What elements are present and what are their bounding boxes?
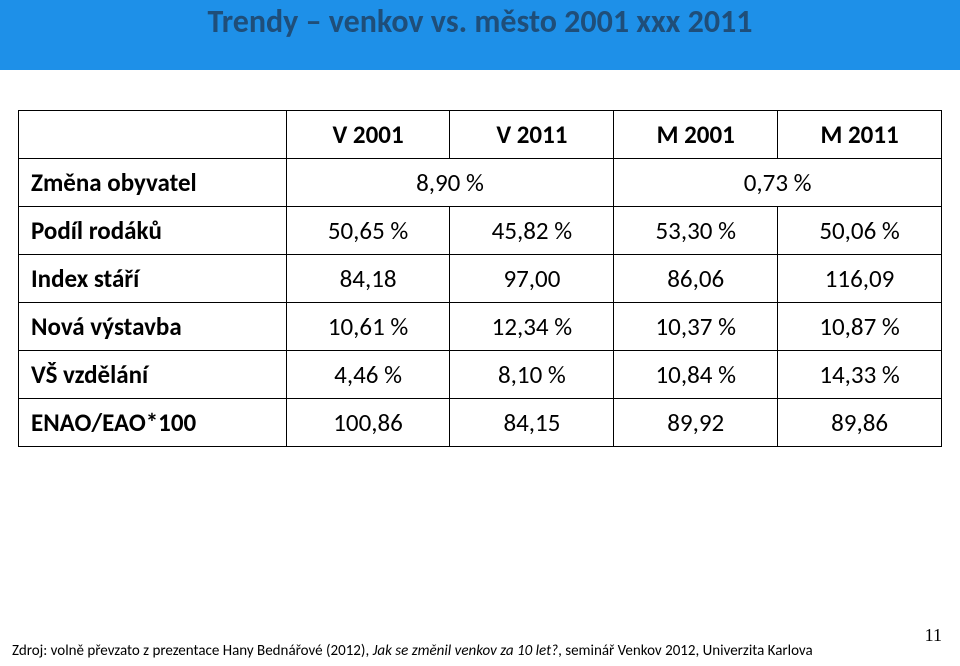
table-container: V 2001 V 2011 M 2001 M 2011 Změna obyvat… <box>0 70 960 447</box>
cell: 4,46 % <box>286 351 450 399</box>
cell: 86,06 <box>614 255 778 303</box>
cell: 10,84 % <box>614 351 778 399</box>
source-suffix: , seminář Venkov 2012, Univerzita Karlov… <box>558 642 813 660</box>
cell: 45,82 % <box>450 207 614 255</box>
cell: 84,18 <box>286 255 450 303</box>
header-m2011: M 2011 <box>778 111 942 159</box>
cell: 116,09 <box>778 255 942 303</box>
cell: 97,00 <box>450 255 614 303</box>
source-italic: Jak se změnil venkov za 10 let? <box>373 642 558 660</box>
data-table: V 2001 V 2011 M 2001 M 2011 Změna obyvat… <box>18 110 942 447</box>
cell: 8,10 % <box>450 351 614 399</box>
header-v2001: V 2001 <box>286 111 450 159</box>
header-v2011: V 2011 <box>450 111 614 159</box>
cell: 84,15 <box>450 399 614 447</box>
header-m2001: M 2001 <box>614 111 778 159</box>
row-label: VŠ vzdělání <box>19 351 287 399</box>
table-row: Podíl rodáků 50,65 % 45,82 % 53,30 % 50,… <box>19 207 942 255</box>
row-label: Podíl rodáků <box>19 207 287 255</box>
header-blank <box>19 111 287 159</box>
cell-v-merged: 8,90 % <box>286 159 614 207</box>
cell: 53,30 % <box>614 207 778 255</box>
cell: 89,86 <box>778 399 942 447</box>
cell-m-merged: 0,73 % <box>614 159 942 207</box>
cell: 12,34 % <box>450 303 614 351</box>
table-row: Nová výstavba 10,61 % 12,34 % 10,37 % 10… <box>19 303 942 351</box>
cell: 100,86 <box>286 399 450 447</box>
footer: Zdroj: volně převzato z prezentace Hany … <box>0 625 960 660</box>
cell: 14,33 % <box>778 351 942 399</box>
table-row: ENAO/EAO*100 100,86 84,15 89,92 89,86 <box>19 399 942 447</box>
table-row: Index stáří 84,18 97,00 86,06 116,09 <box>19 255 942 303</box>
source-prefix: Zdroj: volně převzato z prezentace Hany … <box>12 642 373 660</box>
table-row: Změna obyvatel 8,90 % 0,73 % <box>19 159 942 207</box>
cell: 10,87 % <box>778 303 942 351</box>
cell: 10,61 % <box>286 303 450 351</box>
row-label: Nová výstavba <box>19 303 287 351</box>
source-citation: Zdroj: volně převzato z prezentace Hany … <box>12 642 813 660</box>
page-title: Trendy – venkov vs. město 2001 xxx 2011 <box>208 2 753 41</box>
table-header-row: V 2001 V 2011 M 2001 M 2011 <box>19 111 942 159</box>
cell: 50,65 % <box>286 207 450 255</box>
cell: 89,92 <box>614 399 778 447</box>
title-band: Trendy – venkov vs. město 2001 xxx 2011 <box>0 0 960 70</box>
row-label: Index stáří <box>19 255 287 303</box>
cell: 10,37 % <box>614 303 778 351</box>
row-label: ENAO/EAO*100 <box>19 399 287 447</box>
table-row: VŠ vzdělání 4,46 % 8,10 % 10,84 % 14,33 … <box>19 351 942 399</box>
page-number: 11 <box>925 625 942 646</box>
cell: 50,06 % <box>778 207 942 255</box>
row-label: Změna obyvatel <box>19 159 287 207</box>
